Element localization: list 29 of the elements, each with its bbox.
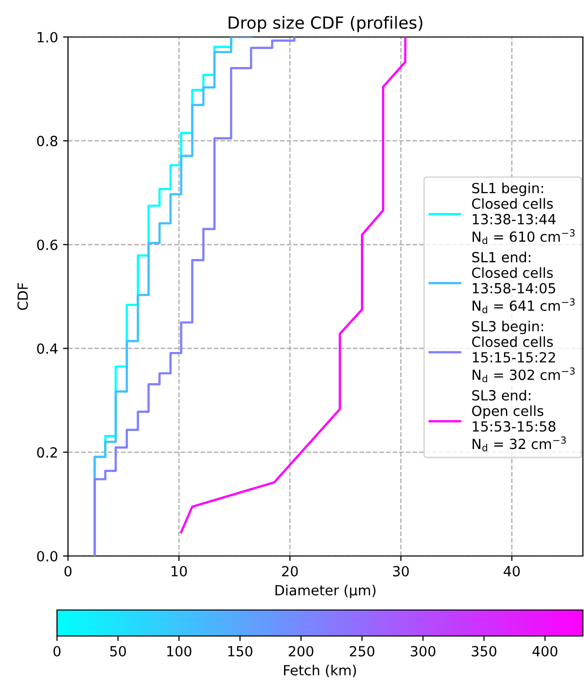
color-bar-title: Fetch (km) <box>284 664 356 678</box>
color-bar-label: 400 <box>532 646 558 656</box>
x-tick-label: 20 <box>282 566 298 576</box>
color-bar-label: 50 <box>110 646 126 656</box>
y-tick-label: 0.6 <box>37 240 58 250</box>
legend-label: SL1 end: Closed cells 13:58-14:05 N$_{d}$ = 641 cm$^{−3}$ <box>472 252 575 314</box>
line-series <box>180 37 406 534</box>
x-tick-label: 0 <box>64 566 72 576</box>
y-tick-label: 0.0 <box>37 550 58 562</box>
chart-title: Drop size CDF (profiles) <box>228 16 422 32</box>
legend-label: SL3 end: Open cells 15:53-15:58 N$_{d}$ = 32 cm$^{−3}$ <box>472 390 566 452</box>
y-tick-label: 1.0 <box>38 32 58 42</box>
y-tick-label: 0.2 <box>37 447 57 458</box>
color-bar-label: 100 <box>167 646 192 656</box>
legend-label: SL3 begin: Closed cells 15:15-15:22 N$_{d}$ = 302 cm$^{−3}$ <box>472 320 575 382</box>
color-bar-label: 200 <box>288 646 314 656</box>
x-tick-label: 30 <box>393 566 409 576</box>
color-bar-label: 150 <box>228 646 252 656</box>
x-axis-title: Diameter (µm) <box>276 584 376 598</box>
color-bar-label: 0 <box>53 646 60 656</box>
color-bar-label: 300 <box>410 646 436 656</box>
color-bar-label: 250 <box>350 646 374 656</box>
y-axis-title: CDF <box>17 283 28 310</box>
legend-label: SL1 begin: Closed cells 13:38-13:44 N$_{d}$ = 610 cm$^{−3}$ <box>472 182 575 244</box>
x-tick-label: 40 <box>504 566 520 576</box>
x-tick-label: 10 <box>172 566 187 576</box>
color-bar-label: 350 <box>472 646 496 656</box>
y-tick-label: 0.8 <box>37 136 58 146</box>
y-tick-label: 0.4 <box>37 343 58 354</box>
